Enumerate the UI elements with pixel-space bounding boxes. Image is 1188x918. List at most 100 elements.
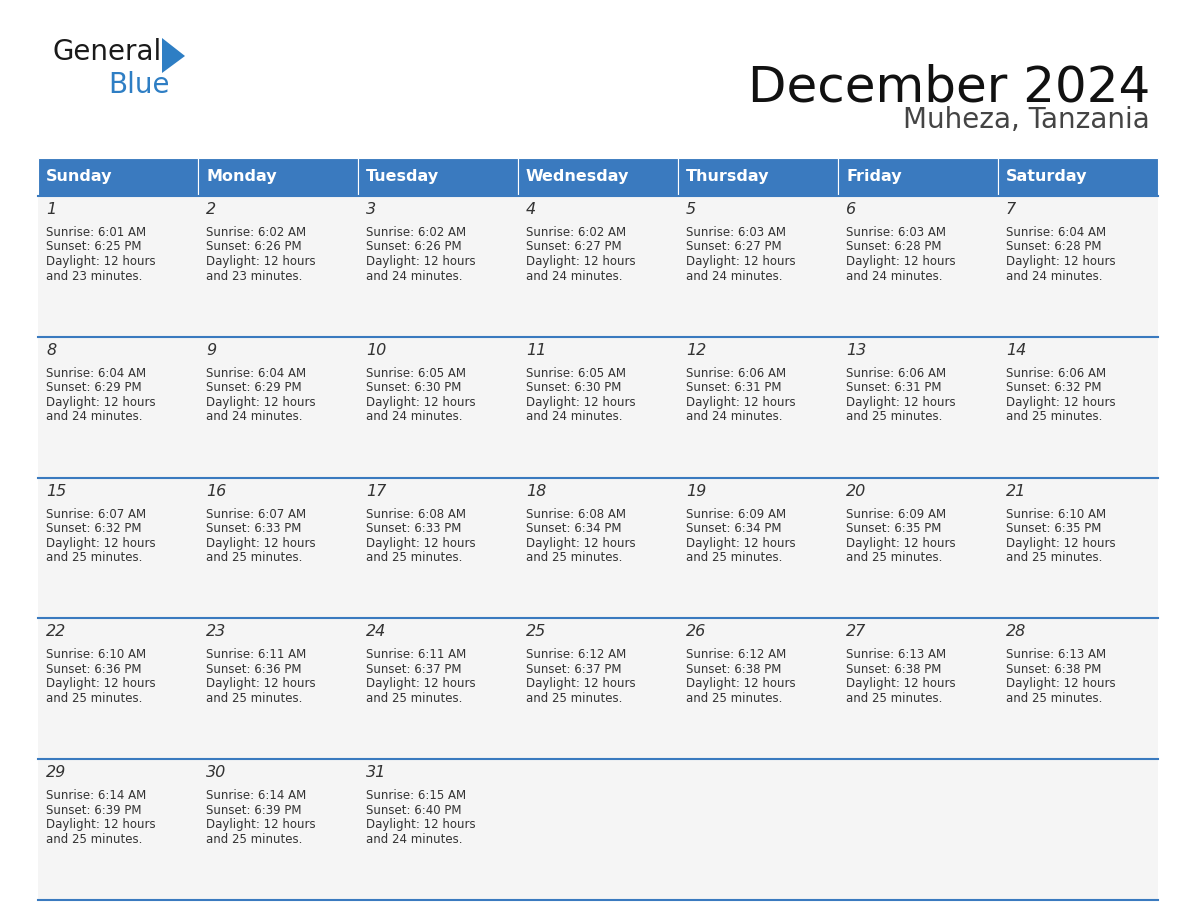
Text: Wednesday: Wednesday xyxy=(526,170,630,185)
Text: Daylight: 12 hours: Daylight: 12 hours xyxy=(206,255,316,268)
Text: Daylight: 12 hours: Daylight: 12 hours xyxy=(366,255,475,268)
Text: Sunrise: 6:07 AM: Sunrise: 6:07 AM xyxy=(206,508,307,521)
Text: 13: 13 xyxy=(846,342,866,358)
Text: and 24 minutes.: and 24 minutes. xyxy=(846,270,942,283)
Text: Daylight: 12 hours: Daylight: 12 hours xyxy=(685,677,796,690)
Text: Daylight: 12 hours: Daylight: 12 hours xyxy=(685,255,796,268)
Bar xyxy=(198,196,358,337)
Bar xyxy=(518,759,678,900)
Text: and 25 minutes.: and 25 minutes. xyxy=(846,692,942,705)
Text: Daylight: 12 hours: Daylight: 12 hours xyxy=(526,396,636,409)
Text: Sunrise: 6:05 AM: Sunrise: 6:05 AM xyxy=(366,367,466,380)
Text: Daylight: 12 hours: Daylight: 12 hours xyxy=(846,537,955,550)
Text: Sunset: 6:37 PM: Sunset: 6:37 PM xyxy=(366,663,461,676)
Bar xyxy=(838,619,998,759)
Text: Sunset: 6:40 PM: Sunset: 6:40 PM xyxy=(366,803,461,817)
Text: Sunrise: 6:14 AM: Sunrise: 6:14 AM xyxy=(46,789,146,802)
Bar xyxy=(998,477,1158,619)
Text: and 25 minutes.: and 25 minutes. xyxy=(46,833,143,845)
Text: Sunset: 6:39 PM: Sunset: 6:39 PM xyxy=(46,803,141,817)
Text: Sunrise: 6:12 AM: Sunrise: 6:12 AM xyxy=(526,648,626,661)
Text: and 23 minutes.: and 23 minutes. xyxy=(46,270,143,283)
Text: Sunset: 6:26 PM: Sunset: 6:26 PM xyxy=(366,241,462,253)
Bar xyxy=(838,759,998,900)
Text: and 25 minutes.: and 25 minutes. xyxy=(46,551,143,564)
Text: Sunset: 6:29 PM: Sunset: 6:29 PM xyxy=(206,381,302,395)
Text: Sunset: 6:25 PM: Sunset: 6:25 PM xyxy=(46,241,141,253)
Text: Sunrise: 6:08 AM: Sunrise: 6:08 AM xyxy=(366,508,466,521)
Text: Sunday: Sunday xyxy=(46,170,113,185)
Text: 23: 23 xyxy=(206,624,226,640)
Text: Muheza, Tanzania: Muheza, Tanzania xyxy=(903,106,1150,134)
Text: and 24 minutes.: and 24 minutes. xyxy=(1006,270,1102,283)
Text: and 24 minutes.: and 24 minutes. xyxy=(526,410,623,423)
Text: Sunrise: 6:06 AM: Sunrise: 6:06 AM xyxy=(846,367,946,380)
Text: Sunrise: 6:11 AM: Sunrise: 6:11 AM xyxy=(206,648,307,661)
Text: Thursday: Thursday xyxy=(685,170,770,185)
Text: Sunset: 6:34 PM: Sunset: 6:34 PM xyxy=(685,522,782,535)
Bar xyxy=(998,196,1158,337)
Text: and 25 minutes.: and 25 minutes. xyxy=(846,551,942,564)
Bar xyxy=(38,759,198,900)
Text: Sunrise: 6:15 AM: Sunrise: 6:15 AM xyxy=(366,789,466,802)
Bar xyxy=(838,477,998,619)
Text: Sunset: 6:39 PM: Sunset: 6:39 PM xyxy=(206,803,302,817)
Text: Daylight: 12 hours: Daylight: 12 hours xyxy=(206,677,316,690)
Text: 28: 28 xyxy=(1006,624,1026,640)
Text: 27: 27 xyxy=(846,624,866,640)
Text: 5: 5 xyxy=(685,202,696,217)
Text: Sunrise: 6:01 AM: Sunrise: 6:01 AM xyxy=(46,226,146,239)
Bar xyxy=(198,759,358,900)
Bar xyxy=(678,337,838,477)
Bar xyxy=(518,196,678,337)
Bar xyxy=(358,337,518,477)
Text: Daylight: 12 hours: Daylight: 12 hours xyxy=(46,255,156,268)
Text: Sunrise: 6:03 AM: Sunrise: 6:03 AM xyxy=(846,226,946,239)
Text: Sunset: 6:27 PM: Sunset: 6:27 PM xyxy=(526,241,621,253)
Text: Sunrise: 6:09 AM: Sunrise: 6:09 AM xyxy=(685,508,786,521)
Text: Sunrise: 6:14 AM: Sunrise: 6:14 AM xyxy=(206,789,307,802)
Text: 7: 7 xyxy=(1006,202,1016,217)
Bar xyxy=(358,619,518,759)
Text: 14: 14 xyxy=(1006,342,1026,358)
Bar xyxy=(678,759,838,900)
Bar xyxy=(998,337,1158,477)
Text: Daylight: 12 hours: Daylight: 12 hours xyxy=(685,396,796,409)
Text: Daylight: 12 hours: Daylight: 12 hours xyxy=(366,396,475,409)
Text: 8: 8 xyxy=(46,342,56,358)
Text: Sunset: 6:38 PM: Sunset: 6:38 PM xyxy=(846,663,941,676)
Text: Sunset: 6:38 PM: Sunset: 6:38 PM xyxy=(1006,663,1101,676)
Text: 20: 20 xyxy=(846,484,866,498)
Text: 2: 2 xyxy=(206,202,216,217)
Bar xyxy=(198,337,358,477)
Bar xyxy=(518,158,678,196)
Text: 16: 16 xyxy=(206,484,226,498)
Text: and 25 minutes.: and 25 minutes. xyxy=(366,551,462,564)
Bar xyxy=(678,158,838,196)
Text: Sunset: 6:27 PM: Sunset: 6:27 PM xyxy=(685,241,782,253)
Text: Sunset: 6:26 PM: Sunset: 6:26 PM xyxy=(206,241,302,253)
Bar xyxy=(358,759,518,900)
Text: Daylight: 12 hours: Daylight: 12 hours xyxy=(206,818,316,831)
Polygon shape xyxy=(162,38,185,73)
Bar xyxy=(358,158,518,196)
Text: Sunrise: 6:04 AM: Sunrise: 6:04 AM xyxy=(206,367,307,380)
Text: and 25 minutes.: and 25 minutes. xyxy=(1006,551,1102,564)
Bar xyxy=(678,196,838,337)
Text: 29: 29 xyxy=(46,766,67,780)
Text: Sunset: 6:33 PM: Sunset: 6:33 PM xyxy=(206,522,302,535)
Bar xyxy=(998,158,1158,196)
Text: and 24 minutes.: and 24 minutes. xyxy=(526,270,623,283)
Text: Sunrise: 6:05 AM: Sunrise: 6:05 AM xyxy=(526,367,626,380)
Text: Sunset: 6:32 PM: Sunset: 6:32 PM xyxy=(1006,381,1101,395)
Text: Sunrise: 6:06 AM: Sunrise: 6:06 AM xyxy=(1006,367,1106,380)
Bar xyxy=(998,759,1158,900)
Text: General: General xyxy=(52,38,162,66)
Text: Sunset: 6:29 PM: Sunset: 6:29 PM xyxy=(46,381,141,395)
Text: 22: 22 xyxy=(46,624,67,640)
Text: Sunset: 6:31 PM: Sunset: 6:31 PM xyxy=(685,381,782,395)
Text: and 24 minutes.: and 24 minutes. xyxy=(206,410,303,423)
Text: Sunset: 6:36 PM: Sunset: 6:36 PM xyxy=(206,663,302,676)
Text: Monday: Monday xyxy=(206,170,277,185)
Text: and 25 minutes.: and 25 minutes. xyxy=(1006,692,1102,705)
